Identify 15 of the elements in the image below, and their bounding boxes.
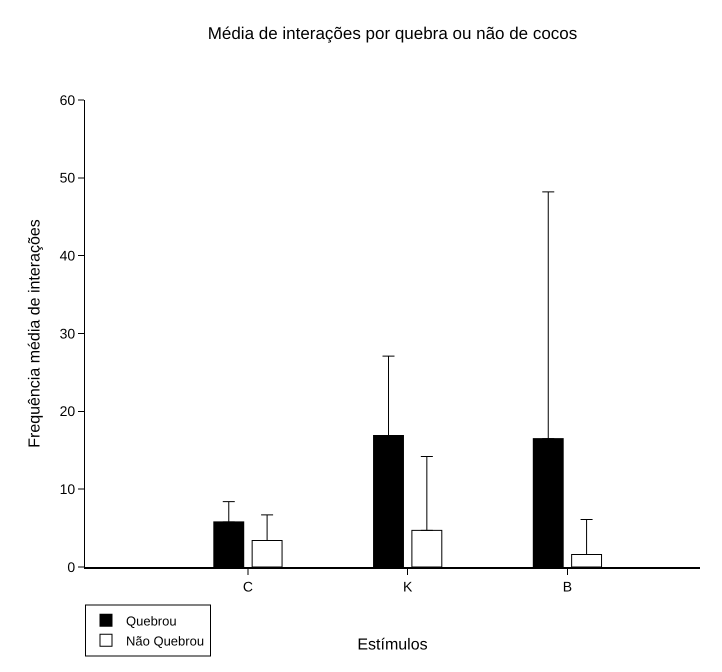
- chart-title: Média de interações por quebra ou não de cocos: [208, 24, 578, 43]
- x-tick-label: K: [403, 578, 414, 595]
- y-tick-label: 0: [67, 558, 76, 575]
- y-tick-label: 10: [60, 481, 76, 498]
- y-tick-label: 20: [60, 403, 76, 420]
- y-tick-label: 60: [60, 92, 76, 108]
- legend-label: Quebrou: [126, 613, 177, 628]
- y-tick-label: 50: [60, 170, 76, 186]
- x-tick-label: C: [242, 578, 254, 595]
- y-axis-title: Frequência média de interações: [26, 219, 44, 448]
- y-tick-label: 30: [60, 325, 76, 342]
- x-tick-label: B: [562, 578, 572, 595]
- y-tick-label: 40: [60, 248, 76, 264]
- legend-label: Não Quebrou: [126, 633, 204, 648]
- x-axis-title: Estímulos: [357, 636, 428, 654]
